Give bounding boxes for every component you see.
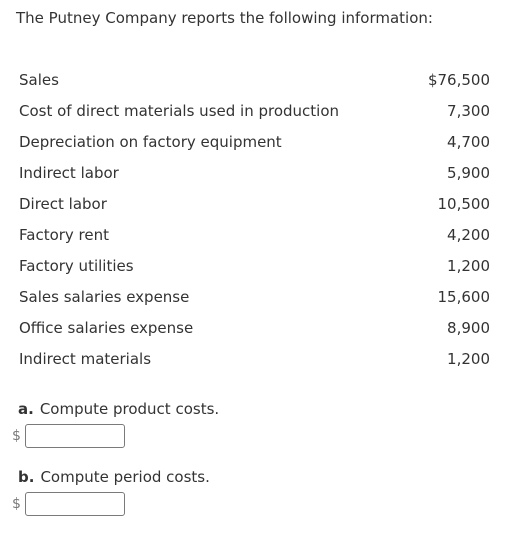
table-row-factory-rent: Factory rent 4,200 [0,219,521,250]
item-label: Depreciation on factory equipment [19,132,282,151]
item-label: Indirect labor [19,163,119,182]
item-amount: 4,700 [447,132,490,151]
table-row-indirect-labor: Indirect labor 5,900 [0,157,521,188]
item-amount: 15,600 [437,287,491,306]
period-costs-input[interactable] [25,492,125,516]
question-text: Compute period costs. [40,468,210,486]
item-amount: 7,300 [447,101,490,120]
item-label: Factory utilities [19,256,134,275]
question-text: Compute product costs. [39,400,220,418]
table-row-direct-labor: Direct labor 10,500 [0,188,521,219]
table-row-sales: Sales $76,500 [0,64,521,95]
item-label: Cost of direct materials used in product… [19,101,340,120]
problem-intro: The Putney Company reports the following… [16,9,433,27]
item-amount: 1,200 [447,349,490,368]
table-row-direct-materials: Cost of direct materials used in product… [0,95,521,126]
cost-information-table: Sales $76,500 Cost of direct materials u… [0,64,521,374]
table-row-sales-salaries: Sales salaries expense 15,600 [0,281,521,312]
table-row-office-salaries: Office salaries expense 8,900 [0,312,521,343]
item-amount: 5,900 [447,163,490,182]
product-costs-input[interactable] [25,424,125,448]
item-label: Factory rent [19,225,110,244]
item-label: Indirect materials [19,349,152,368]
item-label: Sales salaries expense [19,287,190,306]
item-amount: 8,900 [447,318,490,337]
question-a: a. Compute product costs. [18,400,219,418]
question-letter: b. [18,468,35,486]
table-row-indirect-materials: Indirect materials 1,200 [0,343,521,374]
question-letter: a. [18,400,34,418]
item-label: Office salaries expense [19,318,194,337]
currency-symbol: $ [12,496,21,512]
item-label: Direct labor [19,194,107,213]
item-amount: 10,500 [437,194,491,213]
table-row-depreciation: Depreciation on factory equipment 4,700 [0,126,521,157]
currency-symbol: $ [12,428,21,444]
item-amount: 1,200 [447,256,490,275]
item-amount: 4,200 [447,225,490,244]
item-amount: $76,500 [427,70,490,89]
item-label: Sales [19,70,59,89]
table-row-factory-utilities: Factory utilities 1,200 [0,250,521,281]
question-b: b. Compute period costs. [18,468,210,486]
